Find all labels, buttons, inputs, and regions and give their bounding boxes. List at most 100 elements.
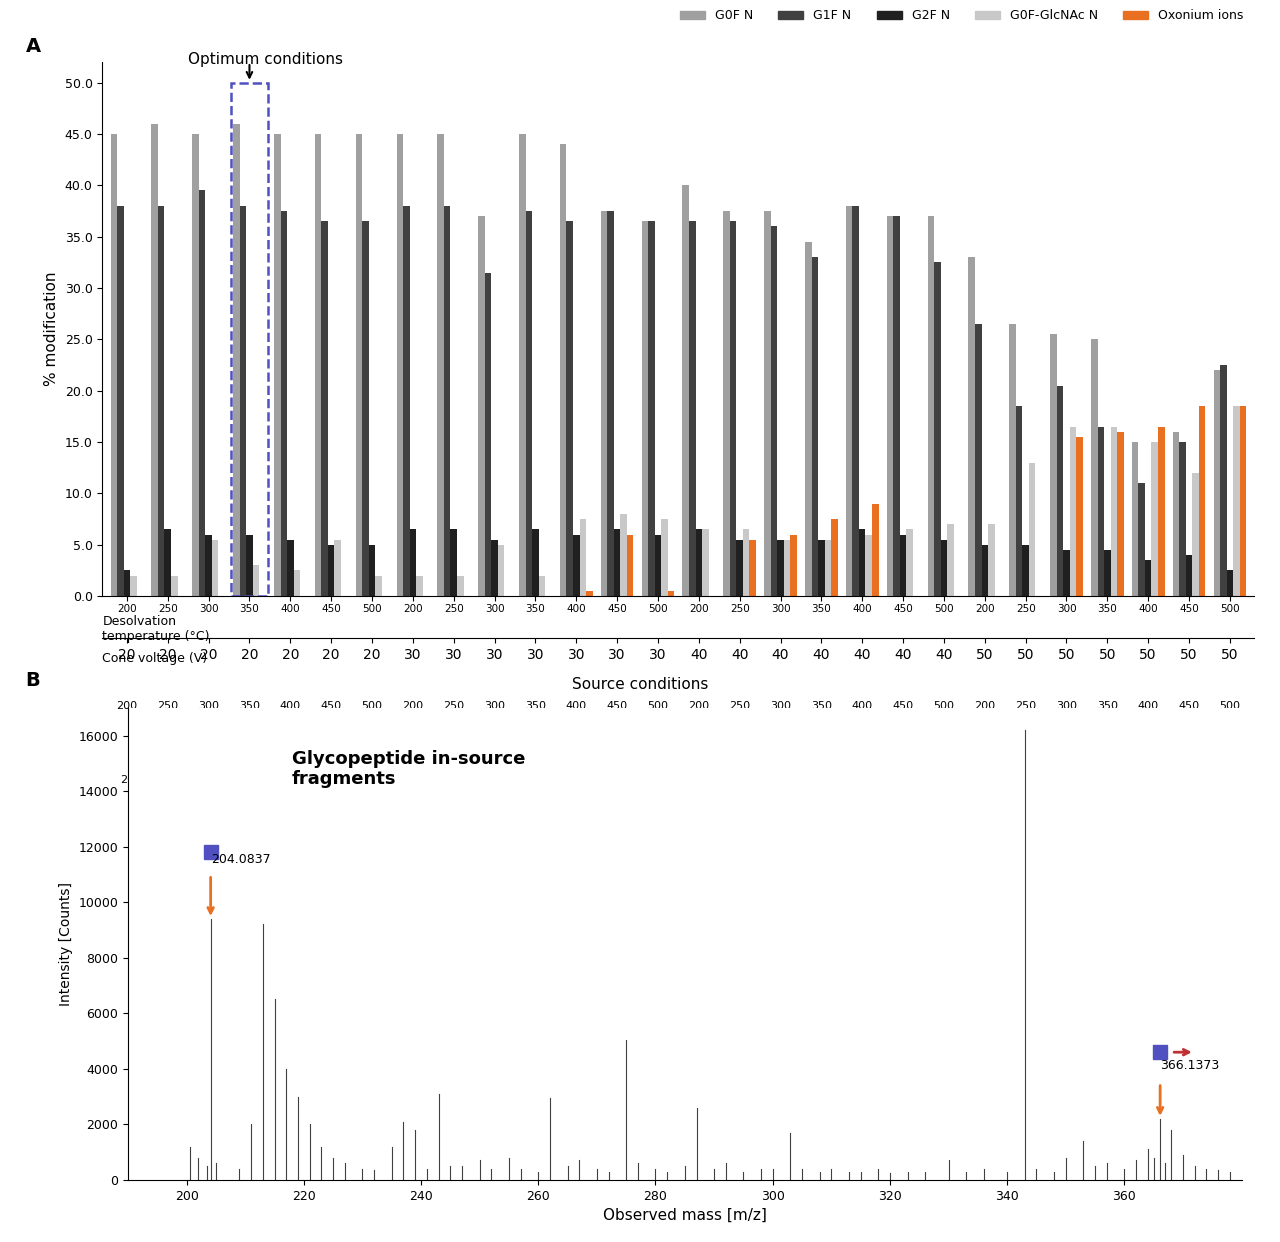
Bar [1064, 550, 1070, 596]
Bar [1105, 550, 1111, 596]
Bar [1117, 432, 1124, 596]
Text: 450: 450 [892, 700, 914, 710]
Bar [315, 134, 321, 596]
Text: 20: 20 [365, 775, 379, 785]
Text: 450: 450 [320, 700, 342, 710]
Text: 300: 300 [198, 700, 219, 710]
Text: 500: 500 [648, 700, 668, 710]
Text: 300: 300 [771, 700, 791, 710]
Bar [1050, 334, 1057, 596]
Text: 30: 30 [447, 775, 461, 785]
Bar [771, 226, 777, 596]
Bar [205, 534, 212, 596]
Text: 20: 20 [201, 775, 215, 785]
Bar [1226, 570, 1233, 596]
Bar [846, 206, 852, 596]
Bar [1172, 432, 1179, 596]
Bar [703, 529, 709, 596]
Bar [1097, 427, 1105, 596]
Text: 20: 20 [324, 775, 338, 785]
Bar [790, 534, 797, 596]
Bar [287, 540, 293, 596]
Text: 250: 250 [443, 700, 465, 710]
Text: 450: 450 [1179, 700, 1199, 710]
Y-axis label: % modification: % modification [44, 272, 59, 386]
Text: 30: 30 [570, 775, 584, 785]
Text: 50: 50 [1142, 775, 1155, 785]
Bar [567, 221, 573, 596]
Bar [526, 211, 532, 596]
Bar [668, 591, 675, 596]
Bar [334, 540, 340, 596]
Bar [520, 134, 526, 596]
Bar [1220, 365, 1226, 596]
Text: 50: 50 [1181, 775, 1196, 785]
Bar [941, 540, 947, 596]
Text: 40: 40 [896, 775, 910, 785]
Bar [485, 273, 492, 596]
Bar [110, 134, 116, 596]
Text: Desolvation
temperature (°C): Desolvation temperature (°C) [102, 615, 210, 643]
Bar [356, 134, 362, 596]
Bar [573, 534, 580, 596]
Text: 300: 300 [484, 700, 506, 710]
Bar [641, 221, 648, 596]
Text: 40: 40 [814, 775, 828, 785]
Bar [1057, 385, 1064, 596]
Bar [293, 570, 300, 596]
Bar [1158, 427, 1165, 596]
Bar [975, 324, 982, 596]
Bar [1029, 462, 1036, 596]
Text: 50: 50 [1019, 775, 1033, 785]
Bar [736, 540, 742, 596]
Bar [627, 534, 634, 596]
Bar [764, 211, 771, 596]
Text: 400: 400 [566, 700, 586, 710]
Bar [1185, 555, 1192, 596]
Bar [1023, 545, 1029, 596]
Legend: G0F N, G1F N, G2F N, G0F-GlcNAc N, Oxonium ions: G0F N, G1F N, G2F N, G0F-GlcNAc N, Oxoni… [675, 4, 1248, 27]
Bar [934, 262, 941, 596]
Text: B: B [26, 671, 41, 689]
Bar [824, 540, 831, 596]
Text: 30: 30 [529, 775, 543, 785]
Text: Glycopeptide in-source
fragments: Glycopeptide in-source fragments [292, 750, 526, 789]
Bar [124, 570, 131, 596]
Y-axis label: Intensity [Counts]: Intensity [Counts] [59, 882, 73, 1006]
Text: 350: 350 [810, 700, 832, 710]
Text: 50: 50 [1222, 775, 1236, 785]
Bar [607, 211, 614, 596]
Text: Cone voltage (V): Cone voltage (V) [102, 652, 207, 664]
Bar [239, 206, 246, 596]
Text: 40: 40 [937, 775, 951, 785]
Bar [1138, 483, 1144, 596]
Bar [1179, 442, 1185, 596]
Text: 200: 200 [689, 700, 709, 710]
Text: 200: 200 [402, 700, 424, 710]
Text: 500: 500 [361, 700, 383, 710]
Text: 400: 400 [1138, 700, 1158, 710]
Bar [580, 519, 586, 596]
Bar [777, 540, 783, 596]
Bar [246, 534, 252, 596]
Bar [947, 524, 954, 596]
Bar [362, 221, 369, 596]
Text: 350: 350 [1097, 700, 1117, 710]
Bar [872, 504, 878, 596]
Text: 500: 500 [1220, 700, 1240, 710]
Bar [559, 144, 567, 596]
Bar [818, 540, 824, 596]
Bar [410, 529, 416, 596]
Text: 30: 30 [611, 775, 625, 785]
Bar [969, 257, 975, 596]
Bar [274, 134, 280, 596]
Text: 250: 250 [157, 700, 178, 710]
Bar [151, 124, 157, 596]
Bar [600, 211, 607, 596]
Bar [172, 575, 178, 596]
Bar [532, 529, 539, 596]
Text: 30: 30 [488, 775, 502, 785]
Bar [321, 221, 328, 596]
Bar [662, 519, 668, 596]
Text: 400: 400 [280, 700, 301, 710]
